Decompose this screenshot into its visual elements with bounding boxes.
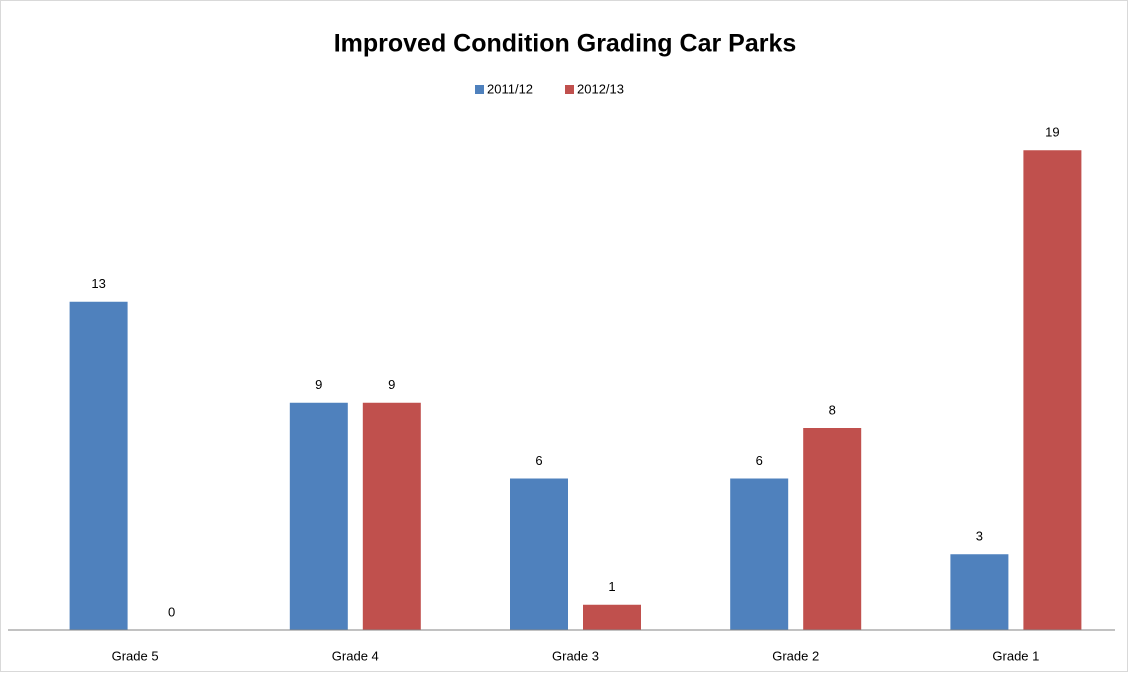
legend-label: 2012/13	[577, 81, 624, 96]
bar	[1023, 150, 1082, 630]
x-tick-label: Grade 4	[332, 648, 379, 663]
bar	[950, 554, 1009, 630]
data-label: 6	[535, 453, 542, 468]
x-tick-label: Grade 5	[112, 648, 159, 663]
data-label: 3	[976, 529, 983, 544]
data-label: 1	[608, 579, 615, 594]
data-label: 13	[91, 276, 105, 291]
x-tick-label: Grade 3	[552, 648, 599, 663]
data-label: 9	[388, 377, 395, 392]
data-label: 0	[168, 604, 175, 619]
bar	[730, 478, 789, 630]
bar	[803, 428, 862, 630]
data-label: 6	[756, 453, 763, 468]
data-label: 9	[315, 377, 322, 392]
bar	[510, 478, 568, 630]
bar	[69, 301, 128, 630]
legend-swatch	[565, 85, 574, 94]
bar	[362, 402, 421, 630]
x-tick-label: Grade 2	[772, 648, 819, 663]
x-tick-label: Grade 1	[992, 648, 1039, 663]
chart-title: Improved Condition Grading Car Parks	[334, 30, 797, 58]
bar	[583, 604, 641, 630]
legend-swatch	[475, 85, 484, 94]
data-label: 8	[829, 402, 836, 417]
data-label: 19	[1045, 125, 1059, 140]
legend-label: 2011/12	[487, 81, 533, 96]
bar	[289, 402, 348, 630]
